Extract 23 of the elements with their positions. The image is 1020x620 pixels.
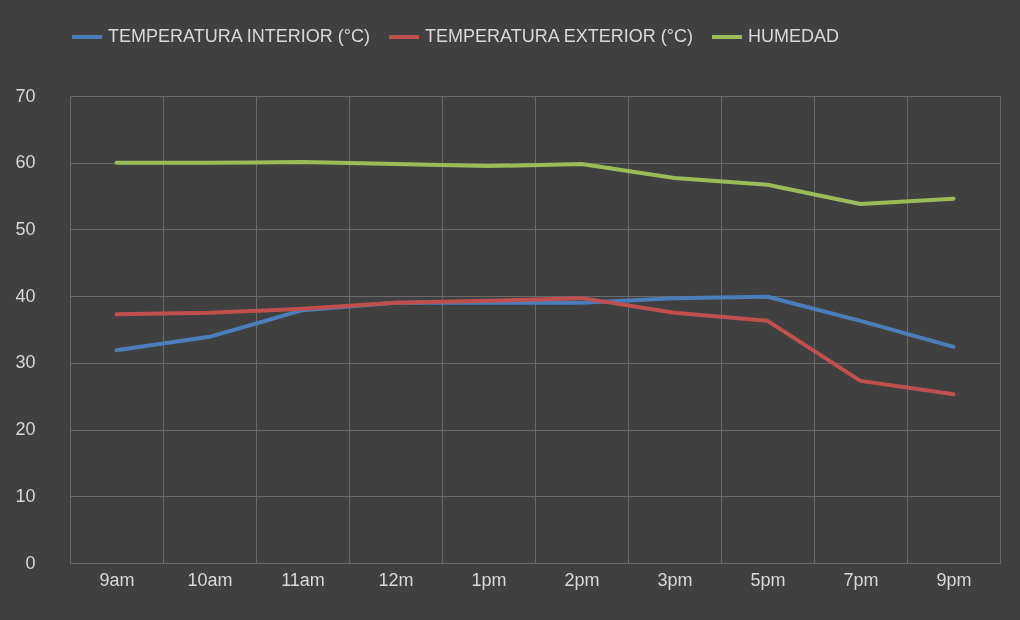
x-tick-label: 5pm — [750, 569, 786, 590]
y-tick-label: 30 — [15, 352, 36, 373]
y-tick-label: 60 — [15, 152, 36, 173]
y-tick-label: 40 — [15, 285, 36, 306]
line-series — [114, 296, 956, 397]
y-tick-label: 10 — [15, 485, 36, 506]
legend-label: HUMEDAD — [748, 26, 840, 46]
y-tick-label: 50 — [15, 218, 36, 239]
x-tick-label: 10am — [187, 569, 233, 590]
x-tick-label: 9pm — [936, 569, 972, 590]
x-tick-label: 11am — [281, 569, 325, 590]
legend-label: TEMPERATURA EXTERIOR (°C) — [425, 26, 693, 46]
x-tick-label: 7pm — [843, 569, 879, 590]
x-tick-label: 3pm — [657, 569, 693, 590]
legend-label: TEMPERATURA INTERIOR (°C) — [108, 26, 370, 46]
y-tick-label: 70 — [15, 85, 36, 106]
y-tick-label: 0 — [25, 552, 36, 573]
x-tick-label: 2pm — [564, 569, 600, 590]
x-tick-label: 12m — [378, 569, 414, 590]
y-tick-label: 20 — [15, 419, 36, 440]
x-tick-label: 9am — [99, 569, 135, 590]
x-tick-label: 1pm — [471, 569, 507, 590]
line-series — [114, 160, 956, 207]
